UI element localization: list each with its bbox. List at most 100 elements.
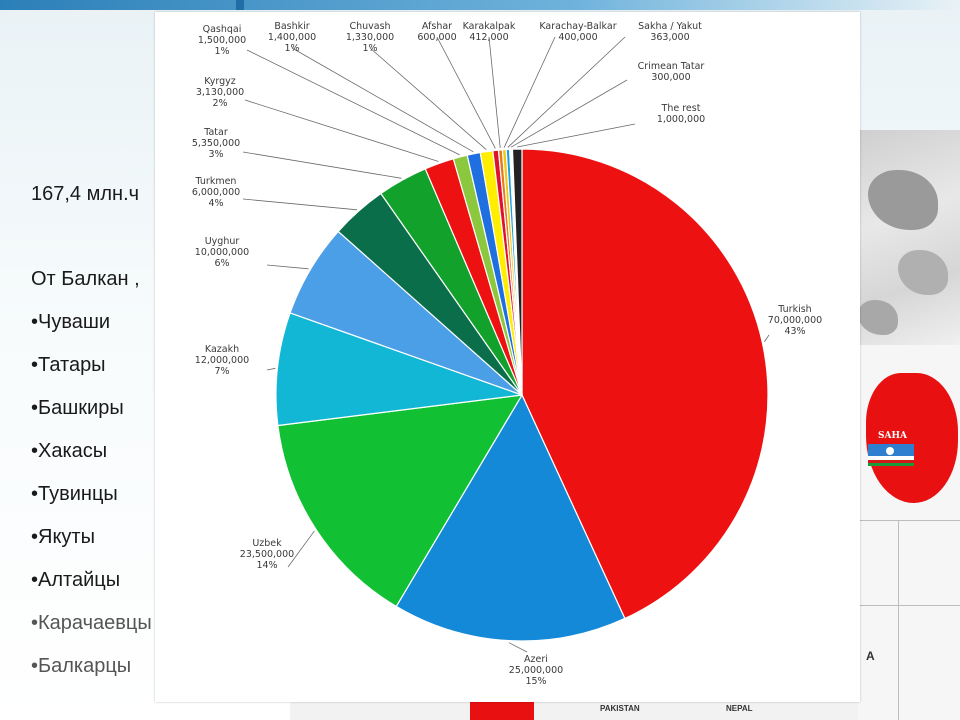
slice-label-percent: 1% [362,43,377,54]
bullet-item: •Татары [31,354,106,376]
slice-label-value: 600,000 [417,32,456,43]
leader-line [246,49,460,156]
slice-label-name: Turkish [777,304,811,315]
bullet-item: •Карачаевцы [31,612,152,634]
slice-label-name: Kazakh [205,344,239,355]
slice-label-value: 12,000,000 [195,355,249,366]
slice-label-value: 1,500,000 [198,35,246,46]
slice-label-value: 412,000 [469,32,508,43]
slice-label-percent: 1% [214,46,229,57]
slice-label: Qashqai 1,500,000 1% [198,24,246,57]
map-landmass [868,170,938,230]
slice-label: Turkmen 6,000,000 4% [192,176,240,209]
leader-line [369,47,487,150]
slice-label: Sakha / Yakut 363,000 [638,21,702,43]
slice-label-name: Tatar [203,127,228,138]
map-landmass [858,300,898,335]
leader-line [510,79,628,148]
slice-label-value: 1,330,000 [346,32,394,43]
map-bottom-strip: PAKISTAN NEPAL [290,700,858,720]
slice-label-value: 5,350,000 [192,138,240,149]
slice-label-name: Uzbek [252,538,282,549]
map-bottom-region: SAHA A [858,345,960,720]
slice-label: Chuvash 1,330,000 1% [346,21,394,54]
map-border-line [858,520,960,521]
leader-line [517,123,636,148]
leader-line [503,36,556,148]
slice-label-name: Bashkir [274,21,309,32]
map-landmass [898,250,948,295]
slice-label-name: Sakha / Yakut [638,21,702,32]
slice-label-name: The rest [661,103,701,114]
slice-label-percent: 15% [525,676,546,687]
slice-label: Bashkir 1,400,000 1% [268,21,316,54]
bullet-item: •Балкарцы [31,655,132,677]
slice-label-name: Crimean Tatar [638,61,705,72]
leader-line [287,530,315,568]
slice-label-value: 300,000 [651,72,690,83]
bullet-item: •Башкиры [31,397,124,419]
slice-label: Uzbek 23,500,000 14% [240,538,294,571]
pie-slice-turkish [521,148,769,620]
map-country-label: PAKISTAN [600,704,640,713]
slice-label: Karakalpak 412,000 [463,21,516,43]
bullet-item: •Хакасы [31,440,108,462]
pie-chart: Turkish 70,000,000 43% Azeri 25,000,000 15% Uz… [192,21,822,687]
slice-label-value: 70,000,000 [768,315,822,326]
map-highlight-region [470,700,534,720]
slice-label: Turkish 70,000,000 43% [768,304,822,337]
slice-label-value: 1,000,000 [657,114,705,125]
slice-label: Uyghur 10,000,000 6% [195,236,249,269]
population-text: 167,4 млн.ч [31,183,140,205]
slice-label-name: Turkmen [195,176,237,187]
map-corner-letter: A [866,649,875,663]
pie-slice-azeri [395,393,626,642]
slice-label-percent: 14% [256,560,277,571]
leader-line [436,36,496,149]
intro-text: От Балкан , [31,268,140,290]
slice-label-name: Karakalpak [463,21,516,32]
slice-label-name: Qashqai [203,24,242,35]
map-country-label: NEPAL [726,704,753,713]
slice-label-value: 363,000 [650,32,689,43]
slice-label-value: 23,500,000 [240,549,294,560]
slice-label: Kazakh 12,000,000 7% [195,344,249,377]
leader-line [488,36,501,149]
slice-label-value: 10,000,000 [195,247,249,258]
slice-label: Tatar 5,350,000 3% [192,127,240,160]
leader-line [266,264,309,270]
slice-label: Crimean Tatar 300,000 [638,61,705,83]
leader-line [763,334,770,343]
saha-flag [868,444,914,466]
slice-label-percent: 7% [214,366,229,377]
flag-stripe [868,456,914,460]
slice-label-percent: 43% [784,326,805,337]
leader-line [266,367,276,371]
leader-line [291,47,474,153]
map-image: SAHA A [858,130,960,720]
slide-top-accent [0,0,960,10]
leader-line [242,198,358,211]
slice-label-name: Chuvash [349,21,390,32]
bullet-item: •Алтайцы [31,569,121,591]
bullet-item: •Якуты [31,526,95,548]
slice-label-name: Kyrgyz [204,76,236,87]
slice-label-percent: 6% [214,258,229,269]
map-border-line [898,520,899,720]
slice-label-percent: 4% [208,198,223,209]
map-border-line [858,605,960,606]
slice-label-name: Karachay-Balkar [539,21,616,32]
slice-label-value: 3,130,000 [196,87,244,98]
slice-label-name: Uyghur [205,236,240,247]
flag-stripe [868,463,914,466]
slice-label-percent: 2% [212,98,227,109]
slice-label-percent: 1% [284,43,299,54]
saha-label: SAHA [878,431,907,441]
slice-label-value: 6,000,000 [192,187,240,198]
slice-label: Karachay-Balkar 400,000 [539,21,616,43]
slice-label-value: 400,000 [558,32,597,43]
slide-accent-bar [236,0,244,10]
bullet-item: •Чуваши [31,311,111,333]
slice-label-percent: 3% [208,149,223,160]
saha-region [866,373,958,503]
